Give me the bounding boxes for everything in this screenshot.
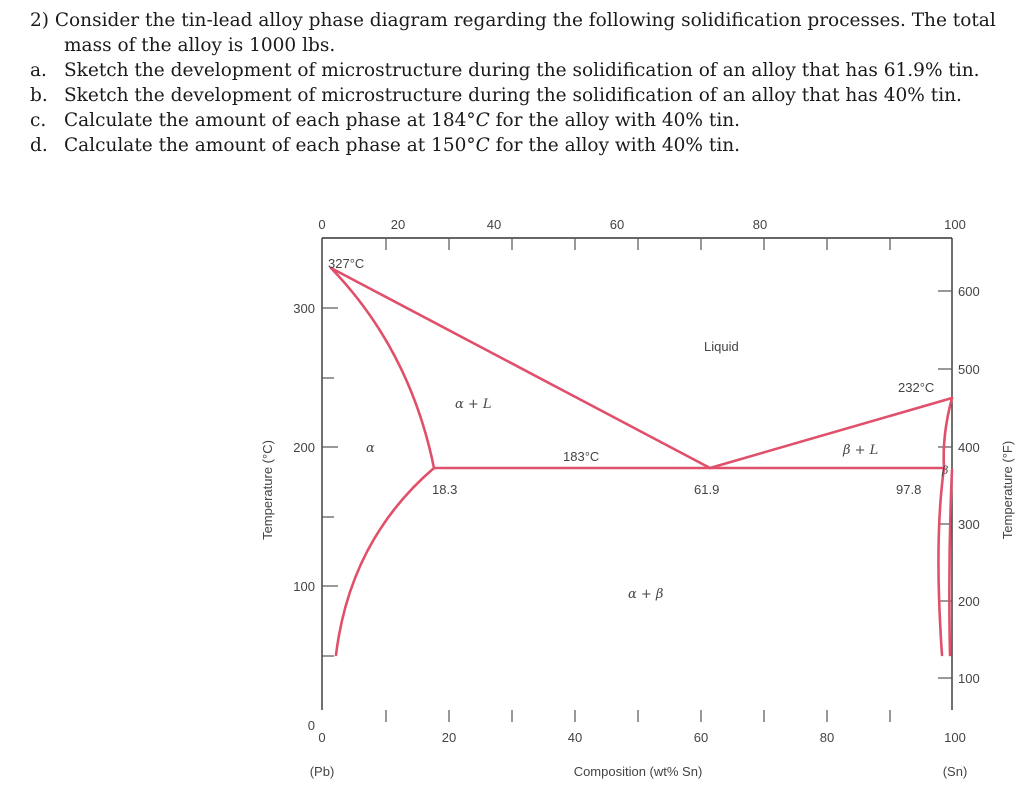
c-beta-label: 97.8: [896, 482, 921, 497]
unit-c: C: [475, 135, 490, 156]
question-number: 2): [30, 10, 49, 31]
x-axis-left-end: (Pb): [310, 764, 335, 779]
top-tick-label: 100: [944, 217, 966, 232]
solidus-alpha: [329, 266, 436, 470]
alpha-region-label: α: [366, 441, 375, 456]
beta-region-label: β: [941, 464, 948, 477]
c-alpha-label: 18.3: [432, 482, 457, 497]
item-text-pre: Calculate the amount of each phase at 18…: [64, 110, 467, 131]
left-tick-label: 0: [308, 718, 315, 733]
question-block: 2) Consider the tin-lead alloy phase dia…: [30, 8, 1010, 158]
right-tick-label: 200: [958, 594, 980, 609]
top-tick-label: 20: [391, 217, 405, 232]
liquid-region-label: Liquid: [704, 339, 739, 354]
left-tick-label: 300: [293, 301, 315, 316]
item-text-post: for the alloy with 40% tin.: [489, 110, 741, 131]
item-text: Sketch the development of microstructure…: [64, 85, 962, 106]
bottom-tick-label: 80: [820, 730, 834, 745]
x-axis-title: Composition (wt% Sn): [574, 764, 703, 779]
unit-c: C: [475, 110, 490, 131]
beta-l-region-label: β + L: [842, 443, 878, 458]
right-tick-label: 600: [958, 284, 980, 299]
item-text: Sketch the development of microstructure…: [64, 60, 980, 81]
tick-marks: [322, 238, 952, 722]
left-tick-label: 200: [293, 440, 315, 455]
left-tick-label: 100: [293, 579, 315, 594]
bottom-tick-label: 60: [694, 730, 708, 745]
item-label: b.: [30, 85, 48, 106]
item-text-pre: Calculate the amount of each phase at 15…: [64, 135, 467, 156]
right-tick-label: 500: [958, 362, 980, 377]
bottom-tick-label: 20: [442, 730, 456, 745]
solvus-beta-right: [948, 468, 954, 657]
question-intro-text: Consider the tin-lead alloy phase diagra…: [54, 10, 996, 31]
bottom-tick-label: 40: [568, 730, 582, 745]
eutectic-temp-label: 183°C: [563, 449, 599, 464]
y-axis-left-title: Temperature (°C): [260, 440, 275, 540]
x-axis-right-end: (Sn): [943, 764, 968, 779]
sn-melting-point-label: 232°C: [898, 380, 934, 395]
top-tick-label: 0: [318, 217, 325, 232]
y-axis-right-title: Temperature (°F): [1000, 441, 1015, 539]
right-tick-label: 400: [958, 440, 980, 455]
phase-boundaries: [329, 266, 954, 657]
pb-melting-point-label: 327°C: [328, 256, 364, 271]
degree-sign: °: [466, 135, 476, 156]
question-item-d: d. Calculate the amount of each phase at …: [30, 133, 1010, 158]
solvus-beta-left: [937, 466, 946, 657]
bottom-tick-label: 0: [318, 730, 325, 745]
c-eutectic-label: 61.9: [694, 482, 719, 497]
plot-frame: [321, 237, 953, 710]
top-tick-label: 80: [753, 217, 767, 232]
question-item-c: c. Calculate the amount of each phase at …: [30, 108, 1010, 133]
question-intro-cont: mass of the alloy is 1000 lbs.: [64, 35, 336, 56]
item-label: d.: [30, 135, 48, 156]
item-label: a.: [30, 60, 47, 81]
solidus-beta: [942, 396, 954, 470]
alpha-beta-region-label: α + β: [628, 587, 663, 602]
alpha-l-region-label: α + L: [455, 397, 492, 412]
degree-sign: °: [466, 110, 476, 131]
solvus-alpha: [334, 466, 436, 657]
liquidus-right: [708, 396, 954, 470]
top-tick-label: 40: [487, 217, 501, 232]
bottom-tick-label: 100: [944, 730, 966, 745]
liquidus-left: [329, 266, 712, 470]
item-text-post: for the alloy with 40% tin.: [489, 135, 741, 156]
right-tick-label: 300: [958, 517, 980, 532]
item-label: c.: [30, 110, 47, 131]
top-tick-label: 60: [610, 217, 624, 232]
right-tick-label: 100: [958, 671, 980, 686]
question-item-b: b. Sketch the development of microstructu…: [30, 83, 1010, 108]
question-item-a: a. Sketch the development of microstructu…: [30, 58, 1010, 83]
question-intro: 2) Consider the tin-lead alloy phase dia…: [30, 8, 1010, 33]
